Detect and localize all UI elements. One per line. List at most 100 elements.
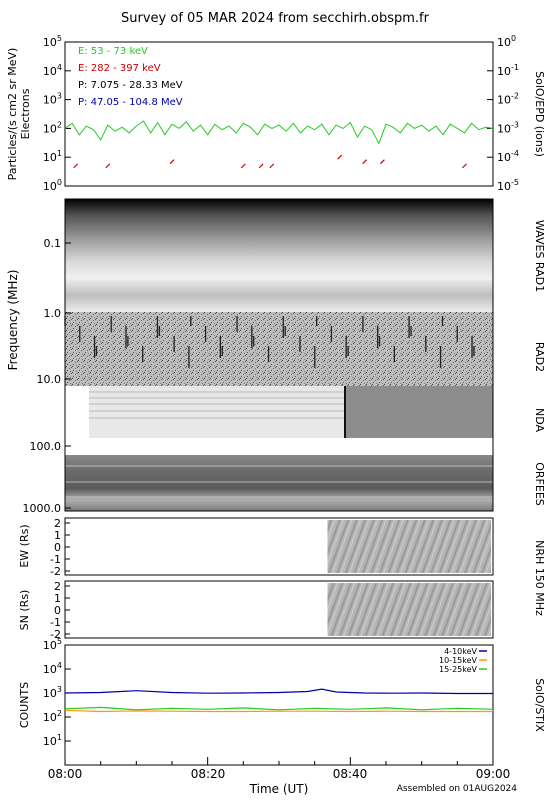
instrument-label-rad1: WAVES RAD1 <box>533 220 546 292</box>
radio-tick-label: 1.0 <box>44 307 62 320</box>
stix-tick-label: 103 <box>43 685 62 700</box>
particles-y-label: Particles/(s cm2 sr MeV) <box>6 48 19 181</box>
series-e282-point <box>105 163 111 169</box>
rad2-bursts <box>64 316 475 368</box>
nrh-sn-panel: 210-1-2 SN (Rs) NRH 150 MHz <box>18 540 546 641</box>
stix-tick-label: 104 <box>43 661 62 676</box>
series-e282-point <box>258 163 264 169</box>
stix-series-line <box>64 709 493 713</box>
assembled-footer: Assembled on 01AUG2024 <box>397 784 518 794</box>
particles-tick-label: 104 <box>43 63 62 78</box>
nrh-ew-tick-label: 1 <box>54 529 61 542</box>
nda-band-right <box>345 386 493 438</box>
particles-right-tick-label: 10-2 <box>497 92 519 107</box>
nda-gap <box>65 386 89 438</box>
stix-series-line <box>64 688 493 695</box>
nrh-ew-y-label: EW (Rs) <box>18 524 31 567</box>
stix-legend-10-15: 10-15keV <box>439 656 478 665</box>
stix-frame <box>64 644 494 766</box>
time-tick-0800: 08:00 <box>48 767 83 781</box>
series-e282-point <box>337 154 343 160</box>
legend-entry-e282: E: 282 - 397 keV <box>78 63 161 74</box>
series-e282-point <box>380 159 385 165</box>
orfees-band <box>65 455 493 511</box>
nrh-label: NRH 150 MHz <box>533 540 546 616</box>
radio-y-label: Frequency (MHz) <box>6 270 20 371</box>
nrh-sn-tick-label: -1 <box>50 616 61 629</box>
legend-entry-p47: P: 47.05 - 104.8 MeV <box>78 97 183 108</box>
page-title: Survey of 05 MAR 2024 from secchirh.obsp… <box>121 11 430 26</box>
radio-ticks: 0.1 1.0 10.0 100.0 1000.0 <box>23 237 71 515</box>
radio-tick-label: 10.0 <box>37 373 62 386</box>
nda-band-left <box>89 386 345 438</box>
particles-left-ticks: 100 101 102 103 104 105 <box>43 34 71 193</box>
legend-entry-e53: E: 53 - 73 keV <box>78 46 148 57</box>
particles-right-tick-label: 100 <box>497 34 516 49</box>
radio-tick-label: 1000.0 <box>23 502 62 515</box>
particles-tick-label: 103 <box>43 92 62 107</box>
series-e282-point <box>462 163 467 169</box>
time-tick-0900: 09:00 <box>476 767 511 781</box>
legend-entry-p7: P: 7.075 - 28.33 MeV <box>78 80 183 91</box>
particles-right-tick-label: 10-4 <box>497 149 519 164</box>
nda-streaks <box>89 391 345 419</box>
time-axis <box>64 757 494 765</box>
stix-right-label: SolO/STIX <box>533 678 546 732</box>
rad1-band <box>65 199 493 312</box>
particles-right-tick-label: 10-5 <box>497 178 519 193</box>
particles-tick-label: 102 <box>43 120 62 135</box>
stix-lines <box>64 688 494 713</box>
particles-right-label: SolO/EPD (ions) <box>533 71 546 157</box>
series-e282-point <box>269 163 275 169</box>
radio-tick-label: 100.0 <box>30 440 62 453</box>
instrument-label-rad2: RAD2 <box>533 342 546 372</box>
nrh-ew-data <box>327 520 491 573</box>
series-e282-point <box>362 159 368 165</box>
nrh-sn-tick-label: 1 <box>54 592 61 605</box>
nrh-ew-tick-label: 2 <box>54 517 61 530</box>
nrh-ew-panel: 210-1-2 EW (Rs) <box>18 517 494 578</box>
nrh-ew-ticks: 210-1-2 <box>50 517 70 578</box>
nrh-ew-tick-label: -1 <box>50 553 61 566</box>
stix-legend-4-10: 4-10keV <box>444 647 477 656</box>
particles-right-ticks: 10-5 10-4 10-3 10-2 10-1 100 <box>487 34 519 193</box>
instrument-label-orfees: ORFEES <box>533 462 546 506</box>
stix-series-line <box>64 706 494 711</box>
particles-y-label-2: Electrons <box>19 88 32 139</box>
stix-tick-label: 105 <box>43 637 62 652</box>
nrh-sn-ticks: 210-1-2 <box>50 580 70 641</box>
nrh-sn-data <box>327 583 491 636</box>
stix-tick-label: 102 <box>43 709 62 724</box>
particles-right-tick-label: 10-3 <box>497 120 519 135</box>
nrh-ew-tick-label: -2 <box>50 565 61 578</box>
nrh-sn-tick-label: -2 <box>50 628 61 641</box>
stix-tick-label: 101 <box>43 733 62 748</box>
nrh-sn-tick-label: 2 <box>54 580 61 593</box>
particles-frame <box>64 41 494 187</box>
nrh-ew-tick-label: 0 <box>54 541 61 554</box>
series-e53-line <box>64 120 494 145</box>
particles-tick-label: 100 <box>43 178 62 193</box>
particles-lines <box>64 120 494 169</box>
particles-tick-label: 105 <box>43 34 62 49</box>
rad2-band <box>65 312 493 388</box>
instrument-label-nda: NDA <box>533 408 546 433</box>
time-tick-0820: 08:20 <box>191 767 226 781</box>
series-e282-point <box>169 159 175 165</box>
nda-white-gap <box>65 438 493 455</box>
particles-tick-label: 101 <box>43 149 62 164</box>
stix-legend-15-25: 15-25keV <box>439 665 478 674</box>
radio-tick-label: 0.1 <box>44 237 62 250</box>
time-tick-0840: 08:40 <box>333 767 368 781</box>
time-axis-label: Time (UT) <box>249 782 309 796</box>
series-e282-point <box>73 163 79 169</box>
nrh-sn-y-label: SN (Rs) <box>18 590 31 631</box>
stix-panel: 101 102 103 104 105 COUNTS SolO/STIX 4-10keV… <box>18 637 546 766</box>
orfees-lines <box>65 465 493 498</box>
stix-y-label: COUNTS <box>18 682 31 728</box>
nrh-sn-tick-label: 0 <box>54 604 61 617</box>
particles-right-tick-label: 10-1 <box>497 63 519 78</box>
radio-frame <box>64 198 494 512</box>
